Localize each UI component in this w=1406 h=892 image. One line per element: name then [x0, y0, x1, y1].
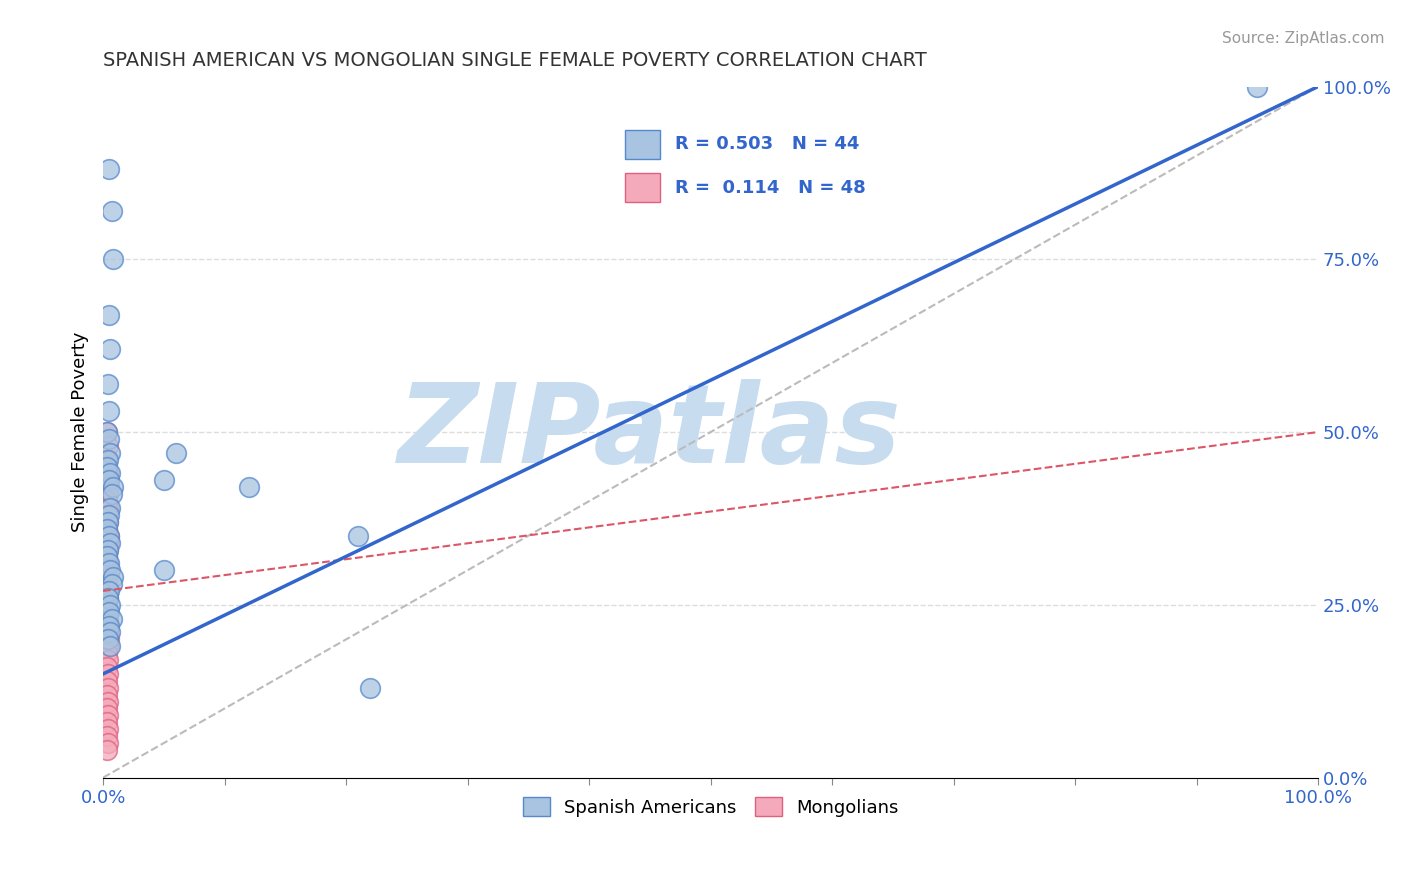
Point	[97, 467, 120, 481]
Text: ZIPatlas: ZIPatlas	[398, 378, 901, 485]
Point	[96, 459, 118, 474]
Point	[100, 563, 122, 577]
Point	[97, 666, 120, 681]
Point	[97, 625, 120, 640]
Y-axis label: Single Female Poverty: Single Female Poverty	[72, 332, 89, 533]
Point	[96, 494, 118, 508]
Point	[101, 252, 124, 267]
Point	[97, 535, 120, 549]
Point	[100, 612, 122, 626]
Point	[97, 722, 120, 736]
Point	[100, 577, 122, 591]
Point	[100, 342, 122, 356]
Point	[101, 570, 124, 584]
Legend: Spanish Americans, Mongolians: Spanish Americans, Mongolians	[516, 790, 905, 824]
Point	[100, 535, 122, 549]
Point	[1246, 79, 1268, 94]
Point	[96, 577, 118, 591]
Point	[98, 584, 121, 599]
Point	[97, 612, 120, 626]
Point	[96, 584, 118, 599]
Text: SPANISH AMERICAN VS MONGOLIAN SINGLE FEMALE POVERTY CORRELATION CHART: SPANISH AMERICAN VS MONGOLIAN SINGLE FEM…	[103, 51, 927, 70]
Point	[96, 715, 118, 730]
Point	[97, 542, 120, 557]
Point	[96, 522, 118, 536]
Point	[97, 487, 120, 501]
Point	[97, 584, 120, 599]
Point	[97, 439, 120, 453]
Point	[100, 501, 122, 516]
Point	[98, 480, 121, 494]
Point	[96, 701, 118, 715]
Point	[100, 640, 122, 654]
Point	[238, 480, 260, 494]
Point	[97, 694, 120, 708]
Point	[98, 432, 121, 446]
Point	[100, 203, 122, 218]
Point	[97, 736, 120, 750]
Point	[96, 688, 118, 702]
Point	[98, 605, 121, 619]
Point	[347, 529, 370, 543]
Point	[98, 162, 121, 177]
Point	[96, 452, 118, 467]
Point	[97, 591, 120, 605]
Point	[98, 474, 121, 488]
Point	[96, 646, 118, 660]
Point	[98, 618, 121, 632]
Point	[97, 591, 120, 605]
Point	[96, 660, 118, 674]
Point	[97, 640, 120, 654]
Point	[100, 467, 122, 481]
Point	[100, 487, 122, 501]
Point	[97, 376, 120, 391]
Point	[98, 308, 121, 322]
Point	[359, 681, 381, 695]
Point	[97, 632, 120, 647]
Point	[165, 446, 187, 460]
Point	[97, 708, 120, 723]
Point	[96, 605, 118, 619]
Point	[96, 673, 118, 688]
Point	[96, 563, 118, 577]
Point	[96, 625, 118, 640]
Point	[96, 549, 118, 564]
Point	[97, 557, 120, 571]
Point	[97, 605, 120, 619]
Point	[153, 563, 176, 577]
Text: Source: ZipAtlas.com: Source: ZipAtlas.com	[1222, 31, 1385, 46]
Point	[100, 598, 122, 612]
Point	[100, 446, 122, 460]
Point	[98, 557, 121, 571]
Point	[98, 632, 121, 647]
Point	[96, 522, 118, 536]
Point	[96, 598, 118, 612]
Point	[96, 474, 118, 488]
Point	[96, 618, 118, 632]
Point	[96, 729, 118, 743]
Point	[97, 515, 120, 529]
Point	[97, 570, 120, 584]
Point	[96, 743, 118, 757]
Point	[96, 425, 118, 439]
Point	[97, 515, 120, 529]
Point	[96, 549, 118, 564]
Point	[153, 474, 176, 488]
Point	[97, 501, 120, 516]
Point	[96, 425, 118, 439]
Point	[97, 452, 120, 467]
Point	[98, 404, 121, 418]
Point	[97, 653, 120, 667]
Point	[98, 529, 121, 543]
Point	[98, 508, 121, 522]
Point	[97, 542, 120, 557]
Point	[100, 625, 122, 640]
Point	[96, 508, 118, 522]
Point	[96, 542, 118, 557]
Point	[101, 480, 124, 494]
Point	[97, 681, 120, 695]
Point	[98, 529, 121, 543]
